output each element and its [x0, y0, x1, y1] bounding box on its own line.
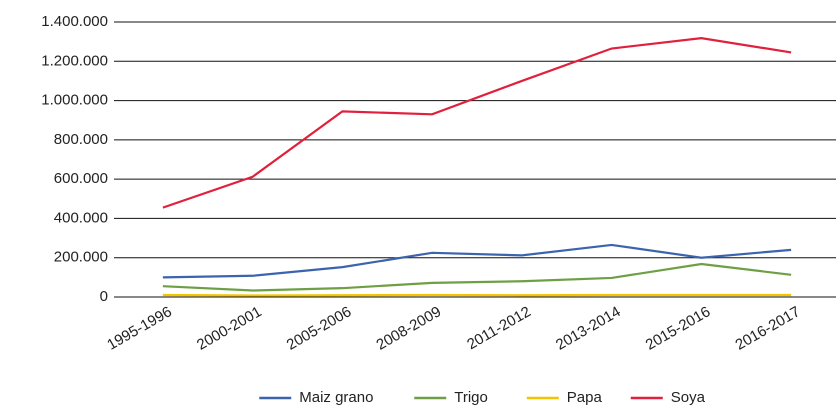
y-tick-label: 1.000.000 — [41, 92, 108, 109]
legend-label: Maiz grano — [299, 389, 373, 406]
legend-label: Trigo — [454, 389, 488, 406]
series-line — [162, 243, 792, 279]
x-tick-label: 2000-2001 — [194, 303, 265, 354]
y-tick-label: 1.200.000 — [41, 52, 108, 69]
x-tick-label: 2008-2009 — [373, 303, 444, 354]
y-tick-label: 400.000 — [54, 209, 108, 226]
y-tick-label: 800.000 — [54, 131, 108, 148]
series-line — [162, 262, 792, 292]
x-tick-label: 1995-1996 — [104, 303, 175, 354]
series-line — [162, 36, 792, 209]
x-tick-label: 2013-2014 — [553, 303, 624, 354]
y-tick-label: 1.400.000 — [41, 13, 108, 30]
y-tick-label: 200.000 — [54, 249, 108, 266]
x-tick-label: 2016-2017 — [732, 303, 803, 354]
y-tick-label: 600.000 — [54, 170, 108, 187]
x-tick-label: 2015-2016 — [643, 303, 714, 354]
x-tick-label: 2005-2006 — [284, 303, 355, 354]
legend-label: Papa — [567, 389, 603, 406]
y-tick-label: 0 — [100, 288, 108, 305]
legend-label: Soya — [671, 389, 706, 406]
x-tick-label: 2011-2012 — [464, 303, 534, 353]
